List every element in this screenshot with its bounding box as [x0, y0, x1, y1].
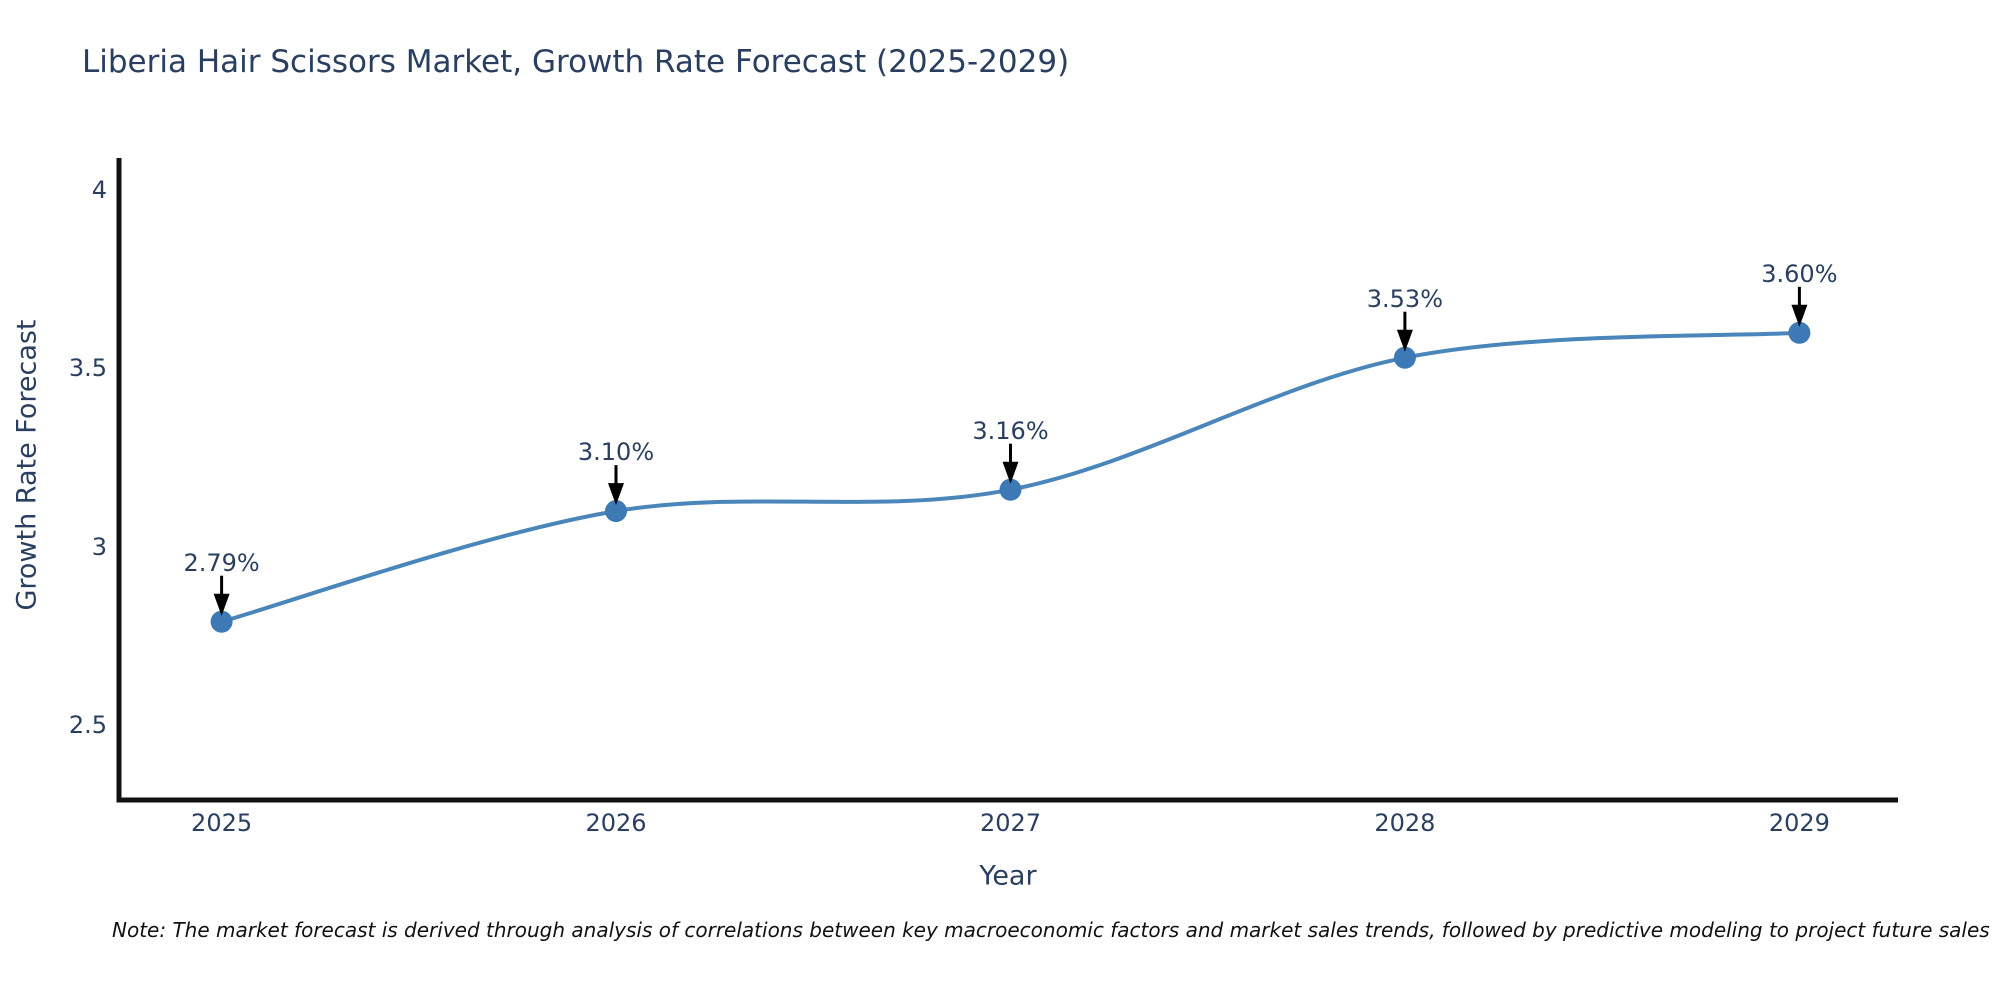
data-point-marker[interactable]: [210, 610, 233, 633]
y-tick-label: 3.5: [68, 354, 107, 383]
annotation-arrowhead: [213, 593, 230, 616]
chart-title: Liberia Hair Scissors Market, Growth Rat…: [82, 44, 1070, 80]
x-tick-label: 2029: [1768, 809, 1830, 837]
point-value-label: 3.16%: [972, 416, 1049, 445]
data-point-marker[interactable]: [1788, 321, 1811, 344]
footnote: Note: The market forecast is derived thr…: [112, 918, 1990, 942]
x-axis-title: Year: [979, 860, 1037, 892]
data-point-marker[interactable]: [605, 500, 627, 523]
annotation-arrowhead: [1002, 461, 1019, 484]
data-point-marker[interactable]: [999, 478, 1022, 501]
x-tick-label: 2028: [1374, 809, 1436, 837]
y-tick-label: 4: [91, 176, 107, 205]
point-value-label: 3.10%: [577, 438, 655, 467]
y-tick-label: 2.5: [68, 711, 107, 740]
annotation-arrowhead: [608, 483, 624, 506]
x-tick-label: 2027: [979, 809, 1042, 837]
annotation-arrowhead: [1791, 304, 1808, 327]
x-tick-label: 2025: [191, 809, 253, 837]
x-tick-label: 2026: [585, 809, 647, 837]
point-value-label: 2.79%: [183, 548, 260, 577]
annotation-arrowhead: [1396, 329, 1413, 352]
y-tick-label: 3: [91, 532, 107, 561]
point-value-label: 3.60%: [1761, 259, 1838, 288]
data-point-marker[interactable]: [1393, 346, 1416, 369]
point-value-label: 3.53%: [1366, 284, 1444, 313]
